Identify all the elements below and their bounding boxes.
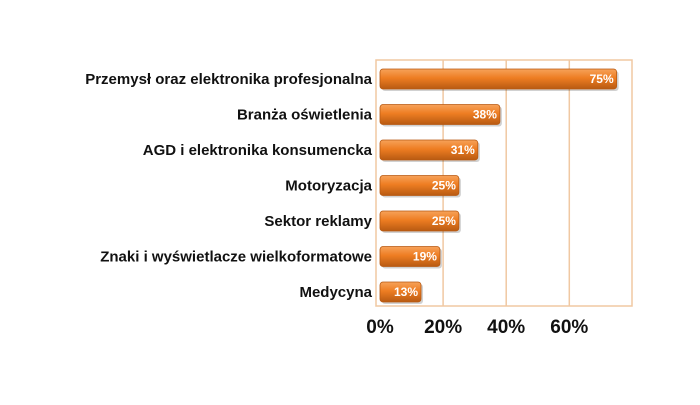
x-tick-label: 40% — [487, 317, 525, 338]
bars — [379, 68, 619, 304]
category-label: Przemysł oraz elektronika profesjonalna — [85, 71, 372, 88]
bar-3 — [379, 139, 479, 161]
gridlines — [442, 60, 571, 306]
bar-2 — [379, 104, 501, 125]
category-label: Sektor reklamy — [264, 213, 372, 230]
value-label: 31% — [451, 143, 475, 157]
bar-1 — [379, 68, 618, 90]
x-tick-label: 60% — [550, 317, 588, 338]
category-label: AGD i elektronika konsumencka — [143, 142, 373, 159]
x-axis-tick-labels: 0% 20% 40% 60% — [366, 317, 588, 338]
bar-4 — [379, 175, 460, 196]
category-label: Znaki i wyświetlacze wielkoformatowe — [100, 249, 372, 266]
category-label: Motoryzacja — [285, 178, 372, 195]
x-tick-label: 0% — [366, 317, 394, 338]
value-labels: 75% 38% 31% 25% 25% 19% 13% — [394, 72, 614, 299]
bar-7 — [379, 281, 422, 303]
plot-area-border — [375, 59, 633, 307]
bar-5 — [379, 210, 460, 232]
value-label: 13% — [394, 285, 418, 299]
bar-6 — [379, 246, 441, 267]
value-label: 25% — [432, 214, 456, 228]
value-label: 75% — [590, 72, 614, 86]
value-label: 38% — [473, 108, 497, 122]
category-label: Branża oświetlenia — [237, 107, 373, 124]
category-labels: Przemysł oraz elektronika profesjonalna B… — [85, 71, 372, 301]
value-label: 25% — [432, 179, 456, 193]
x-tick-label: 20% — [424, 317, 462, 338]
category-label: Medycyna — [299, 284, 372, 301]
value-label: 19% — [413, 250, 437, 264]
